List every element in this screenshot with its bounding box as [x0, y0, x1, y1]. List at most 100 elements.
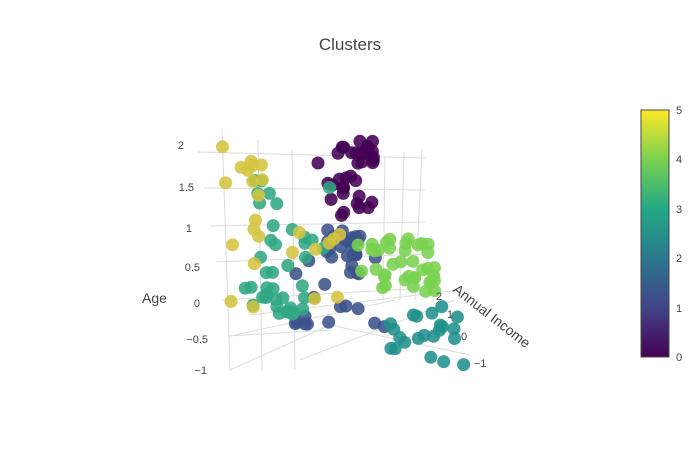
data-point-cluster-2[interactable]: [447, 322, 461, 336]
colorbar-fill: [640, 109, 670, 358]
age-tick: 1.5: [179, 182, 194, 194]
data-point-cluster-2[interactable]: [384, 341, 398, 355]
data-point-cluster-4[interactable]: [394, 255, 408, 269]
data-point-cluster-2[interactable]: [417, 328, 431, 342]
grid-line: [203, 187, 426, 191]
grid-line: [221, 287, 426, 301]
colorbar-tick: 3: [676, 204, 682, 216]
data-point-cluster-1[interactable]: [339, 299, 353, 313]
data-point-cluster-3[interactable]: [298, 291, 312, 305]
data-point-cluster-5[interactable]: [216, 140, 229, 154]
data-point-cluster-4[interactable]: [383, 232, 397, 246]
data-point-cluster-2[interactable]: [437, 355, 451, 369]
age-tick: 2: [178, 140, 184, 152]
data-point-cluster-4[interactable]: [376, 281, 390, 295]
data-point-cluster-4[interactable]: [406, 254, 420, 268]
data-point-cluster-4[interactable]: [416, 263, 430, 277]
age-tick: −1: [194, 365, 207, 377]
data-point-cluster-0[interactable]: [337, 205, 351, 219]
data-point-cluster-0[interactable]: [349, 174, 363, 188]
data-point-cluster-4[interactable]: [399, 236, 413, 250]
data-point-cluster-0[interactable]: [350, 197, 364, 211]
grid-line: [197, 151, 426, 159]
data-point-cluster-5[interactable]: [308, 292, 322, 306]
colorbar: 5 4 3 2 1 0: [640, 105, 682, 364]
data-point-cluster-2[interactable]: [448, 332, 461, 345]
data-point-cluster-3[interactable]: [270, 300, 284, 314]
data-point-cluster-2[interactable]: [407, 308, 420, 322]
data-point-cluster-0[interactable]: [311, 156, 325, 170]
data-point-cluster-5[interactable]: [249, 213, 262, 227]
data-point-cluster-3[interactable]: [281, 259, 295, 272]
annual-income-tick: 2: [436, 291, 442, 303]
data-point-cluster-3[interactable]: [266, 265, 280, 279]
data-point-cluster-4[interactable]: [369, 262, 383, 276]
data-point-cluster-5[interactable]: [234, 160, 248, 174]
data-point-cluster-5[interactable]: [252, 188, 266, 202]
data-point-cluster-5[interactable]: [219, 176, 233, 190]
age-tick-labels: 2 1.5 1 0.5 0 −0.5 −1: [178, 140, 208, 377]
data-point-cluster-3[interactable]: [299, 250, 312, 264]
data-point-cluster-1[interactable]: [318, 277, 332, 291]
data-point-cluster-5[interactable]: [246, 300, 260, 314]
data-point-cluster-0[interactable]: [365, 144, 379, 158]
data-point-cluster-0[interactable]: [324, 192, 338, 206]
data-point-cluster-3[interactable]: [256, 290, 270, 304]
data-point-cluster-0[interactable]: [366, 134, 379, 148]
data-point-cluster-1[interactable]: [298, 317, 312, 331]
data-point-cluster-5[interactable]: [252, 229, 266, 243]
data-point-cluster-3[interactable]: [296, 302, 310, 316]
annual-income-tick: 0: [461, 331, 467, 343]
data-point-cluster-3[interactable]: [262, 186, 276, 200]
data-point-cluster-5[interactable]: [330, 290, 344, 304]
data-point-cluster-0[interactable]: [331, 146, 345, 160]
data-point-cluster-5[interactable]: [226, 238, 239, 252]
data-point-cluster-5[interactable]: [255, 173, 269, 187]
data-point-cluster-1[interactable]: [289, 267, 303, 281]
data-point-cluster-5[interactable]: [246, 174, 260, 188]
data-point-cluster-2[interactable]: [393, 331, 407, 344]
data-point-cluster-2[interactable]: [435, 300, 449, 314]
data-point-cluster-5[interactable]: [247, 257, 261, 271]
data-point-cluster-2[interactable]: [435, 320, 449, 334]
data-point-cluster-2[interactable]: [427, 329, 441, 343]
data-point-cluster-4[interactable]: [371, 243, 385, 257]
data-point-cluster-4[interactable]: [407, 271, 421, 285]
data-point-cluster-4[interactable]: [355, 264, 369, 278]
data-point-cluster-0[interactable]: [366, 156, 380, 170]
data-point-cluster-5[interactable]: [285, 245, 299, 259]
data-point-cluster-4[interactable]: [378, 270, 391, 284]
data-point-cluster-1[interactable]: [322, 315, 336, 329]
data-point-cluster-4[interactable]: [351, 238, 365, 252]
age-tick: −0.5: [186, 334, 208, 346]
data-point-cluster-1[interactable]: [351, 302, 365, 316]
data-point-cluster-4[interactable]: [421, 237, 435, 251]
data-point-cluster-5[interactable]: [308, 242, 322, 256]
data-point-cluster-2[interactable]: [425, 306, 439, 320]
data-point-cluster-4[interactable]: [427, 261, 441, 275]
data-point-cluster-4[interactable]: [411, 238, 425, 252]
data-point-cluster-3[interactable]: [270, 197, 284, 211]
data-point-cluster-3[interactable]: [280, 305, 294, 318]
data-point-cluster-0[interactable]: [361, 201, 375, 215]
data-point-cluster-2[interactable]: [450, 310, 464, 324]
grid-line: [234, 299, 396, 336]
data-point-cluster-3[interactable]: [269, 238, 282, 252]
data-point-cluster-3[interactable]: [298, 236, 312, 250]
data-point-cluster-2[interactable]: [457, 358, 471, 372]
data-point-cluster-5[interactable]: [246, 158, 260, 172]
data-point-cluster-2[interactable]: [384, 317, 397, 331]
data-point-cluster-5[interactable]: [322, 236, 336, 250]
data-point-cluster-0[interactable]: [349, 146, 363, 160]
data-point-cluster-0[interactable]: [336, 186, 350, 200]
data-point-cluster-2[interactable]: [424, 350, 438, 364]
data-point-cluster-5[interactable]: [224, 294, 238, 308]
data-point-cluster-3[interactable]: [244, 280, 258, 294]
data-point-cluster-3[interactable]: [266, 219, 280, 233]
data-point-cluster-3[interactable]: [323, 181, 336, 194]
scatter-points[interactable]: [216, 134, 471, 372]
data-point-cluster-5[interactable]: [292, 226, 306, 239]
data-point-cluster-0[interactable]: [351, 156, 365, 170]
data-point-cluster-3[interactable]: [295, 279, 309, 293]
